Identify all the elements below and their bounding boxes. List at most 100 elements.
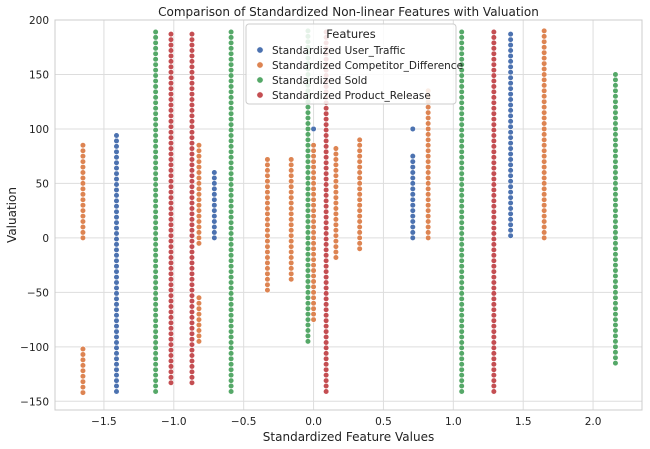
data-point [228,105,235,112]
data-point [264,270,271,277]
data-point [195,158,203,165]
data-point [304,332,312,340]
data-point [323,350,330,357]
data-point [458,165,465,172]
data-point [310,147,317,154]
data-point [188,101,196,109]
data-point [356,169,363,176]
data-point [490,121,497,128]
data-point [152,34,159,41]
data-point [228,241,235,248]
data-point [113,252,120,259]
data-point [167,276,175,283]
data-point [228,181,235,188]
data-point [310,240,317,247]
legend-label: Standardized User_Traffic [272,45,406,57]
data-point [113,154,120,161]
data-point [323,366,330,373]
data-point [425,196,432,203]
data-point [490,45,497,52]
data-point [425,109,432,116]
data-point [188,74,196,81]
data-point [288,238,295,245]
data-point [188,47,196,54]
data-point [490,333,497,341]
data-point [490,175,497,183]
data-point [356,191,363,198]
data-point [332,221,340,228]
data-point [409,174,416,182]
data-point [507,63,514,70]
data-point [612,321,619,329]
data-point [323,344,330,352]
data-point [304,240,312,247]
legend-label: Standardized Competitor_Difference [272,60,463,72]
data-point [113,181,120,188]
series-1 [113,31,514,395]
y-tick-label: 0 [42,233,49,245]
data-point [310,234,317,241]
data-point [188,259,196,267]
data-point [304,251,312,258]
data-point [458,377,465,384]
data-point [228,208,235,215]
data-point [323,159,330,166]
data-point [152,175,159,183]
data-point [188,58,196,65]
data-point [425,191,432,198]
data-point [310,125,317,133]
data-point [167,140,175,147]
data-point [612,131,619,138]
data-point [264,248,271,256]
data-point [310,174,317,182]
data-point [458,116,465,123]
data-point [310,191,317,198]
data-point [458,197,465,204]
data-point [188,330,196,337]
data-point [409,163,416,171]
data-point [113,388,120,395]
data-point [490,192,497,199]
data-point [458,170,465,177]
data-point [612,234,619,241]
data-point [264,265,271,272]
data-point [188,374,196,381]
data-point [79,147,87,154]
data-point [458,99,465,106]
data-point [490,181,497,188]
data-point [612,316,619,323]
data-point [152,192,159,199]
data-point [228,224,235,232]
data-point [409,234,416,241]
data-point [152,323,159,330]
data-point [288,276,295,283]
data-point [79,384,87,391]
legend-box [245,23,457,105]
legend-marker [256,61,264,69]
data-point [264,276,271,283]
data-point [541,44,548,51]
data-point [541,104,548,111]
data-point [113,186,120,194]
data-point [490,34,497,41]
data-point [188,336,196,343]
data-point [612,104,619,111]
data-point [458,323,465,330]
data-point [195,294,203,301]
data-point [188,232,196,239]
data-point [425,174,432,182]
data-point [79,212,87,220]
data-point [332,161,340,168]
data-point [288,259,295,267]
data-point [612,185,619,192]
data-point [228,388,235,395]
data-point [167,129,175,136]
data-point [288,265,295,272]
data-point [288,189,295,196]
data-point [228,295,235,302]
data-point [458,284,465,292]
data-point [211,212,218,220]
data-point [356,207,363,214]
data-point [113,197,120,204]
data-point [304,120,312,127]
